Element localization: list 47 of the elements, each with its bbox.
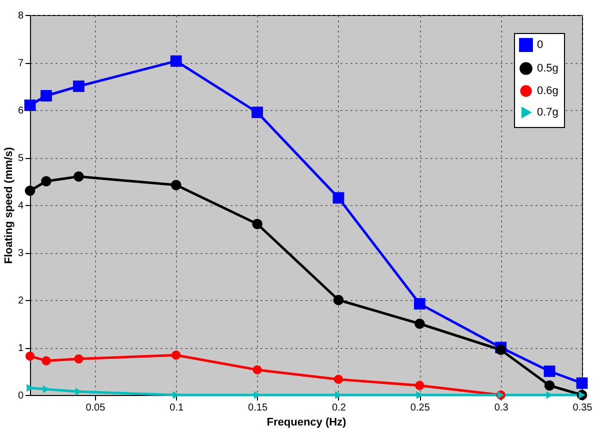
- point: [170, 55, 182, 67]
- legend-label: 0.6g: [537, 85, 558, 97]
- y-axis-title: Floating speed (mm/s): [2, 146, 15, 264]
- x-tick-label: 0.1: [170, 402, 184, 414]
- y-tick-label: 7: [18, 58, 24, 69]
- point: [73, 80, 84, 92]
- point: [332, 192, 344, 204]
- point: [252, 218, 262, 230]
- y-tick-label: 8: [18, 10, 24, 22]
- point: [496, 344, 506, 356]
- x-tick-label: 0.3: [494, 402, 509, 414]
- x-tick-label: 0.25: [410, 402, 430, 414]
- point: [170, 180, 182, 190]
- point: [576, 377, 588, 389]
- point: [252, 106, 263, 118]
- x-tick-label: 0.2: [332, 402, 346, 414]
- y-tick-label: 2: [18, 296, 24, 306]
- y-tick-label: 1: [18, 343, 24, 354]
- y-tick-label: 0: [18, 390, 24, 402]
- point: [42, 356, 51, 366]
- x-tick-label: 0.15: [248, 402, 268, 414]
- point: [40, 90, 52, 102]
- point: [544, 380, 555, 391]
- y-tick-label: 3: [18, 248, 24, 259]
- point: [415, 380, 424, 390]
- point: [544, 366, 556, 377]
- legend-label: 0: [537, 39, 544, 51]
- point: [414, 318, 425, 329]
- point: [334, 374, 344, 384]
- x-tick-label: 0.35: [572, 402, 593, 414]
- x-axis-title: Frequency (Hz): [266, 416, 347, 428]
- point: [414, 298, 426, 310]
- point: [24, 100, 36, 111]
- x-tick-label: 0.05: [86, 402, 106, 414]
- legend-label: 0.5g: [537, 62, 558, 74]
- point: [41, 176, 52, 186]
- point: [74, 171, 84, 182]
- y-tick-label: 6: [18, 106, 24, 116]
- point: [252, 365, 262, 374]
- y-tick-label: 5: [18, 153, 24, 164]
- legend-label: 0.7g: [537, 106, 558, 118]
- point: [333, 294, 344, 306]
- point: [74, 354, 84, 364]
- y-tick-label: 4: [18, 200, 24, 212]
- point: [172, 350, 181, 360]
- point: [24, 186, 36, 196]
- point: [25, 351, 35, 361]
